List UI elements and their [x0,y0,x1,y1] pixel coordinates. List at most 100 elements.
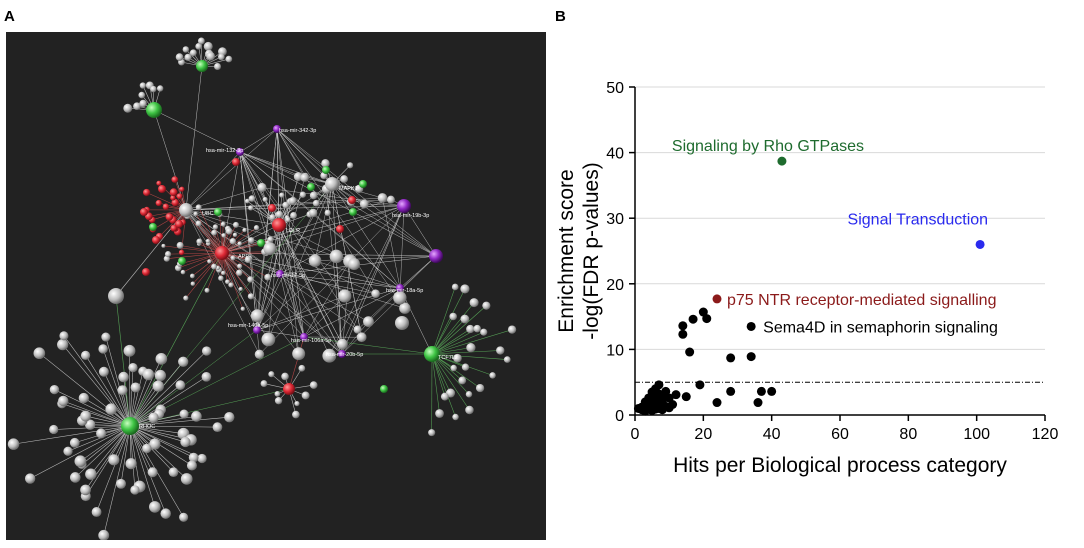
gene-node [212,422,223,433]
data-point [654,380,664,390]
network-edge [431,305,487,355]
network-edge [279,273,369,322]
gene-node [125,458,137,470]
network-edge [221,252,252,297]
network-labels: UBC LDLR MAPK1 APP RHOC TCF7L2 hsa-mir-3… [139,128,458,430]
gene-node [152,380,164,392]
network-edge [259,205,405,355]
gene-node [308,254,322,267]
y-tick-label: 30 [606,211,624,228]
highlighted-point [712,294,722,304]
scatter-chart: 0 20 40 60 80 100 120 0 10 20 30 40 50 Signaling by … [555,80,1058,477]
network-diagram: UBC LDLR MAPK1 APP RHOC TCF7L2 hsa-mir-3… [6,32,546,540]
network-edge [276,128,305,178]
gene-node [214,208,222,216]
gene-node [348,258,360,270]
gene-node [214,62,222,70]
gene-node [178,356,189,367]
gene-node [180,436,191,448]
gene-node [338,289,352,303]
gene-node [156,180,162,186]
gene-node [98,366,109,377]
gene-node [228,282,234,288]
gene-node [253,225,260,231]
gene-node [91,507,102,517]
network-edge [129,425,186,443]
mirna-node [273,125,281,133]
gene-node [294,400,300,407]
gene-node [130,485,140,495]
gene-node [175,380,186,390]
network-edge [431,353,440,414]
gene-node [180,473,193,485]
gene-node [193,211,198,217]
network-edge [85,425,131,497]
gene-node [321,159,330,168]
network-edge [279,183,333,275]
network-edge [239,151,333,185]
network-edge [153,109,241,153]
gene-node [140,208,148,216]
gene-node [324,209,331,216]
network-edge [129,329,258,427]
gene-node [380,385,388,393]
gene-node [133,102,141,110]
gene-node [211,263,217,270]
data-point [668,400,678,410]
network-edge [276,128,365,205]
network-edge [75,425,131,478]
gene-node [232,158,240,166]
gene-node [274,391,281,397]
network-edge [336,256,343,355]
gene-node [24,473,36,484]
gene-node [247,276,254,283]
network-edge [239,151,327,190]
network-edge [185,209,260,355]
gene-node [285,217,291,223]
data-point [695,380,705,390]
network-edge [187,215,223,254]
gene-node [449,312,457,321]
network-edge [341,261,351,355]
gene-node [170,195,176,201]
network-edge [146,192,187,211]
gene-node [147,467,158,478]
network-edge [268,224,280,340]
gene-node [336,225,344,233]
mirna-label-132: hsa-mir-132-3p [206,148,243,154]
gene-node [232,221,239,228]
gene-node [262,196,268,203]
gene-node [466,342,476,353]
gene-node [238,286,243,292]
network-edge [431,329,513,355]
x-tick-label: 60 [831,426,849,443]
mirna-label-342: hsa-mir-342-3p [279,128,316,134]
gene-node [84,419,96,430]
network-edge [239,151,330,356]
gene-node [245,198,250,204]
gene-node [248,195,256,202]
highlighted-point [746,321,756,331]
gene-node [128,362,138,373]
point-annotation: p75 NTR receptor-mediated signalling [727,292,996,309]
gene-node [189,49,197,57]
x-tick-label: 20 [694,426,712,443]
network-edge [288,336,305,390]
network-edge [276,128,281,275]
gene-node [435,409,444,418]
gene-node [170,224,178,232]
gene-node [263,242,277,256]
network-edge [221,251,265,254]
gene-node [191,411,202,422]
gene-node [183,295,189,301]
network-edge [314,260,401,289]
gene-node [108,454,120,466]
network-edge [256,295,345,331]
gene-node [450,364,457,372]
gene-node [395,316,409,330]
gene-node [155,353,168,365]
data-point [702,314,712,324]
gene-node [299,191,307,198]
network-edge [129,425,184,434]
network-edge [221,252,244,309]
